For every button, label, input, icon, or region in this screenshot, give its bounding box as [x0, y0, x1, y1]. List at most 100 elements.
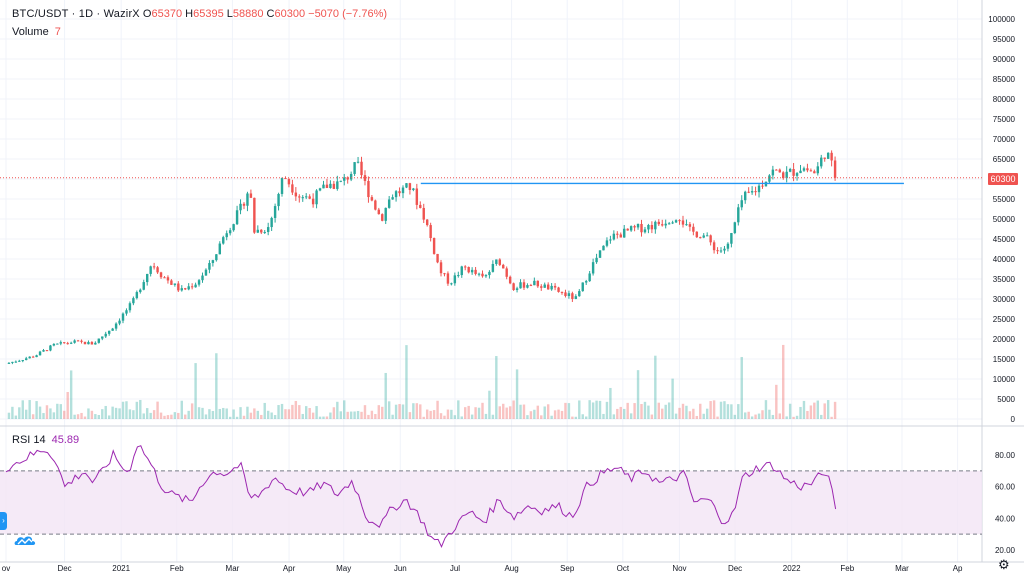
candle-body — [87, 342, 90, 345]
volume-bar — [543, 406, 546, 419]
volume-bar — [242, 415, 246, 419]
volume-bar — [87, 408, 90, 419]
y-tick-label: 15000 — [993, 355, 1016, 364]
candle-body — [114, 323, 118, 329]
y-tick-label: 70000 — [993, 135, 1016, 144]
candle-body — [823, 157, 826, 159]
high-label: H — [185, 8, 194, 20]
candle-body — [253, 197, 256, 233]
volume-bar — [305, 406, 308, 419]
candle-body — [571, 293, 574, 299]
volume-bar — [671, 378, 674, 419]
candle-body — [356, 161, 360, 163]
candle-body — [602, 245, 605, 251]
volume-bar — [605, 401, 609, 419]
candle-body — [719, 250, 723, 252]
tradingview-cloud-icon[interactable] — [14, 533, 36, 547]
volume-bar — [788, 403, 792, 419]
volume-bar — [56, 403, 59, 419]
candle-body — [346, 177, 349, 180]
volume-bar — [495, 356, 498, 419]
y-tick-label: 10000 — [993, 375, 1016, 384]
volume-bar — [156, 401, 159, 419]
x-tick-label: Mar — [895, 564, 909, 573]
volume-legend[interactable]: Volume 7 — [12, 26, 61, 38]
volume-bar — [332, 407, 336, 419]
candle-body — [97, 338, 101, 343]
volume-bar — [170, 414, 173, 419]
candle-body — [159, 272, 163, 278]
volume-bar — [194, 363, 197, 419]
volume-bar — [609, 387, 612, 419]
high-value: 65395 — [193, 8, 224, 20]
candle-body — [408, 183, 412, 190]
candle-body — [294, 192, 298, 197]
volume-bar — [764, 400, 768, 419]
gear-icon[interactable]: ⚙ — [998, 557, 1010, 572]
volume-bar — [529, 411, 533, 419]
candle-body — [560, 291, 564, 293]
candle-body — [7, 362, 11, 364]
candle-body — [287, 178, 291, 185]
candle-body — [142, 282, 145, 290]
candle-body — [156, 267, 159, 273]
y-tick-label: 25000 — [993, 315, 1016, 324]
candle-body — [398, 191, 401, 194]
candle-body — [678, 220, 681, 222]
candle-body — [49, 345, 52, 351]
chevron-right-icon: › — [2, 516, 5, 525]
candle-body — [18, 360, 21, 362]
candle-body — [21, 360, 24, 362]
volume-bar — [121, 401, 125, 419]
candle-body — [11, 361, 14, 363]
y-tick-label: 45000 — [993, 235, 1016, 244]
volume-bar — [491, 414, 495, 419]
candle-body — [242, 203, 246, 206]
volume-bar — [695, 415, 699, 419]
candle-body — [139, 289, 142, 293]
volume-bar — [425, 409, 429, 419]
candle-body — [387, 199, 391, 208]
volume-bar — [253, 408, 256, 419]
candle-body — [208, 263, 211, 270]
panel-toggle-button[interactable]: › — [0, 512, 7, 530]
candle-body — [121, 313, 125, 321]
rsi-tick-label: 20.00 — [995, 546, 1016, 555]
volume-bar — [747, 411, 750, 419]
candle-body — [723, 248, 726, 251]
candle-body — [104, 333, 107, 337]
candle-body — [588, 273, 591, 282]
candle-body — [581, 282, 584, 292]
volume-bar — [7, 412, 11, 419]
volume-bar — [180, 400, 183, 419]
volume-bar — [626, 402, 629, 419]
candle-body — [118, 320, 121, 324]
candle-body — [439, 262, 443, 274]
y-tick-label: 80000 — [993, 95, 1016, 104]
x-tick-label: Aug — [504, 564, 518, 573]
volume-bar — [211, 410, 215, 419]
candle-body — [94, 342, 97, 345]
y-tick-label: 55000 — [993, 195, 1016, 204]
volume-bar — [266, 410, 270, 419]
candle-body — [702, 235, 705, 238]
volume-bar — [367, 414, 370, 419]
volume-bar — [464, 407, 467, 419]
candle-body — [584, 281, 588, 283]
candle-body — [42, 350, 45, 352]
volume-bar — [640, 404, 643, 419]
candle-body — [391, 197, 394, 200]
volume-bar — [730, 404, 733, 419]
symbol-title[interactable]: BTC/USDT · 1D · WazirX — [12, 8, 140, 20]
volume-bar — [139, 399, 142, 419]
x-tick-label: Feb — [840, 564, 854, 573]
candle-body — [757, 185, 761, 193]
candle-body — [184, 288, 187, 290]
candle-body — [636, 223, 640, 228]
rsi-legend[interactable]: RSI 14 45.89 — [12, 434, 79, 446]
volume-bar — [277, 405, 280, 419]
volume-bar — [723, 401, 726, 419]
candle-body — [128, 303, 132, 311]
